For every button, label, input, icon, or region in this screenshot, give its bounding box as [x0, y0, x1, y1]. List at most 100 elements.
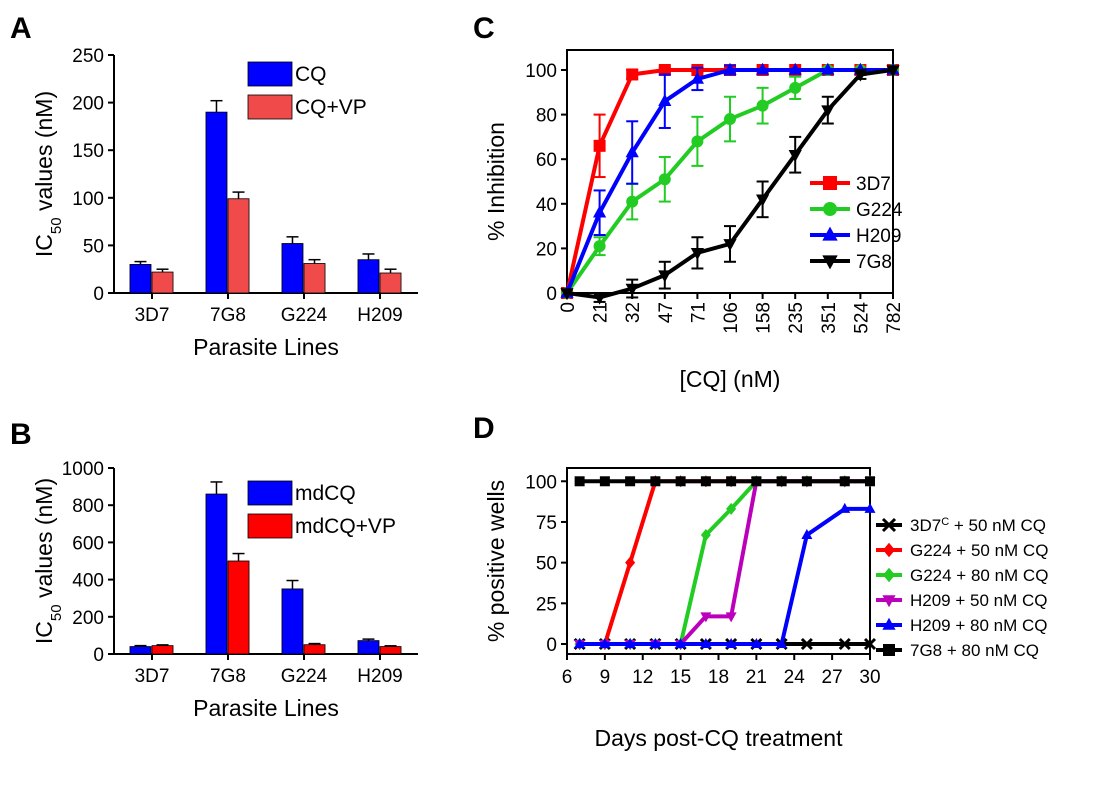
data-point — [839, 476, 850, 487]
y-tick-label: 250 — [72, 46, 104, 67]
data-point — [863, 637, 877, 651]
x-tick-label: 15 — [670, 667, 691, 688]
legend-marker-H209 — [822, 226, 838, 241]
legend-label-CQ: CQ — [295, 63, 327, 86]
data-point-7G8 — [853, 69, 867, 82]
y-axis-title: IC50 values (nM) — [31, 91, 65, 257]
legend-marker — [882, 595, 896, 608]
x-axis-title: Parasite Lines — [193, 334, 339, 360]
series-line — [579, 479, 870, 646]
series-line — [579, 506, 870, 646]
series-line — [579, 479, 870, 646]
y-tick-label: 50 — [83, 236, 104, 257]
data-point-7G8 — [886, 65, 900, 78]
data-point-H209 — [788, 62, 802, 75]
x-axis-title: Parasite Lines — [193, 695, 339, 721]
legend-marker — [883, 644, 895, 656]
y-axis-title-part: IC — [31, 621, 57, 644]
series-G224 + 50 nM CQ — [574, 475, 875, 650]
data-point — [700, 528, 711, 541]
bar-CQ+VP — [227, 198, 250, 294]
data-point — [725, 612, 737, 623]
x-tick-label: 9 — [600, 667, 611, 688]
data-point — [725, 638, 737, 648]
y-tick-label: 80 — [536, 106, 557, 127]
data-point — [750, 638, 762, 648]
x-tick-label: 7G8 — [210, 305, 246, 326]
y-tick-label: 0 — [546, 635, 557, 656]
data-point-G224 — [658, 173, 671, 186]
data-point — [839, 502, 851, 513]
data-point-3D7 — [593, 139, 606, 152]
x-tick-label: 3D7 — [135, 305, 170, 326]
data-point-G224 — [756, 99, 769, 112]
y-tick-label: 75 — [536, 513, 557, 534]
y-tick-label: 0 — [93, 645, 104, 666]
x-tick-label: H209 — [357, 666, 402, 687]
data-point — [864, 502, 876, 513]
panel-D: D 0 25 50 75 100 6 9 12 15 18 21 24 27 30 3D7C + 50 nM … — [473, 412, 1048, 751]
data-point — [574, 638, 586, 648]
y-tick-label: 800 — [72, 496, 104, 517]
x-tick-label: 18 — [708, 667, 729, 688]
legend-label: G224 + 50 nM CQ — [910, 541, 1048, 560]
legend-swatch-mdCQ+VP — [247, 513, 293, 539]
x-tick-label: 782 — [884, 302, 905, 334]
legend-marker-3D7 — [823, 176, 837, 190]
x-tick-label: 71 — [688, 302, 709, 323]
x-tick-label: G224 — [281, 666, 328, 687]
x-tick-label: 24 — [784, 667, 806, 688]
y-tick-label: 25 — [536, 594, 557, 615]
x-tick-label: 12 — [632, 667, 653, 688]
data-point — [776, 476, 787, 487]
data-point — [675, 638, 687, 648]
data-point-7G8 — [756, 194, 770, 207]
data-point — [625, 476, 636, 487]
x-tick-label: 21 — [746, 667, 767, 688]
data-point — [726, 502, 737, 515]
legend-marker-7G8 — [822, 255, 838, 270]
data-point — [700, 638, 712, 648]
x-tick-label: 351 — [819, 302, 840, 334]
legend-label-G224: G224 — [856, 200, 903, 221]
data-point-H209 — [756, 62, 770, 75]
x-tick-label: 47 — [656, 302, 677, 323]
panel-C: C 0 20 40 60 80 100 0 21 32 47 71 106 158 235 351 524 782… — [473, 12, 905, 392]
y-tick-label: 20 — [536, 239, 557, 260]
data-point — [800, 637, 813, 651]
data-point — [625, 556, 636, 569]
data-point — [599, 638, 611, 648]
legend-marker — [883, 567, 895, 583]
bar-CQ+VP — [151, 271, 174, 294]
series-7G8 — [560, 65, 900, 305]
panel-letter-D: D — [473, 412, 495, 445]
bar-mdCQ+VP — [379, 646, 402, 655]
y-tick-label: 100 — [72, 189, 104, 210]
data-point-3D7 — [658, 64, 671, 76]
y-tick-label: 40 — [536, 195, 557, 216]
legend-label-CQ+VP: CQ+VP — [295, 96, 367, 119]
bar-mdCQ+VP — [151, 645, 174, 655]
y-axis-title: IC50 values (nM) — [31, 478, 65, 644]
series-G224 + 80 nM CQ — [574, 475, 875, 650]
bar-CQ — [129, 264, 152, 294]
data-point-7G8 — [723, 239, 737, 252]
bar-CQ — [357, 259, 380, 294]
series-7G8 + 80 nM CQ — [574, 476, 875, 487]
x-tick-label: 21 — [591, 302, 612, 323]
y-tick-label: 50 — [536, 554, 557, 575]
x-tick-label: 235 — [786, 302, 807, 334]
legend-marker-G224 — [823, 202, 837, 216]
x-tick-label: 7G8 — [210, 666, 246, 687]
data-point-G224 — [593, 240, 606, 253]
x-tick-label: G224 — [281, 305, 328, 326]
data-point-H209 — [593, 205, 607, 218]
data-point-G224 — [626, 195, 639, 208]
data-point-H209 — [658, 94, 672, 107]
legend-marker — [883, 542, 895, 558]
data-point — [624, 638, 636, 648]
legend-label-7G8: 7G8 — [856, 252, 892, 273]
x-tick-label: 6 — [562, 667, 573, 688]
data-point-7G8 — [821, 105, 835, 118]
